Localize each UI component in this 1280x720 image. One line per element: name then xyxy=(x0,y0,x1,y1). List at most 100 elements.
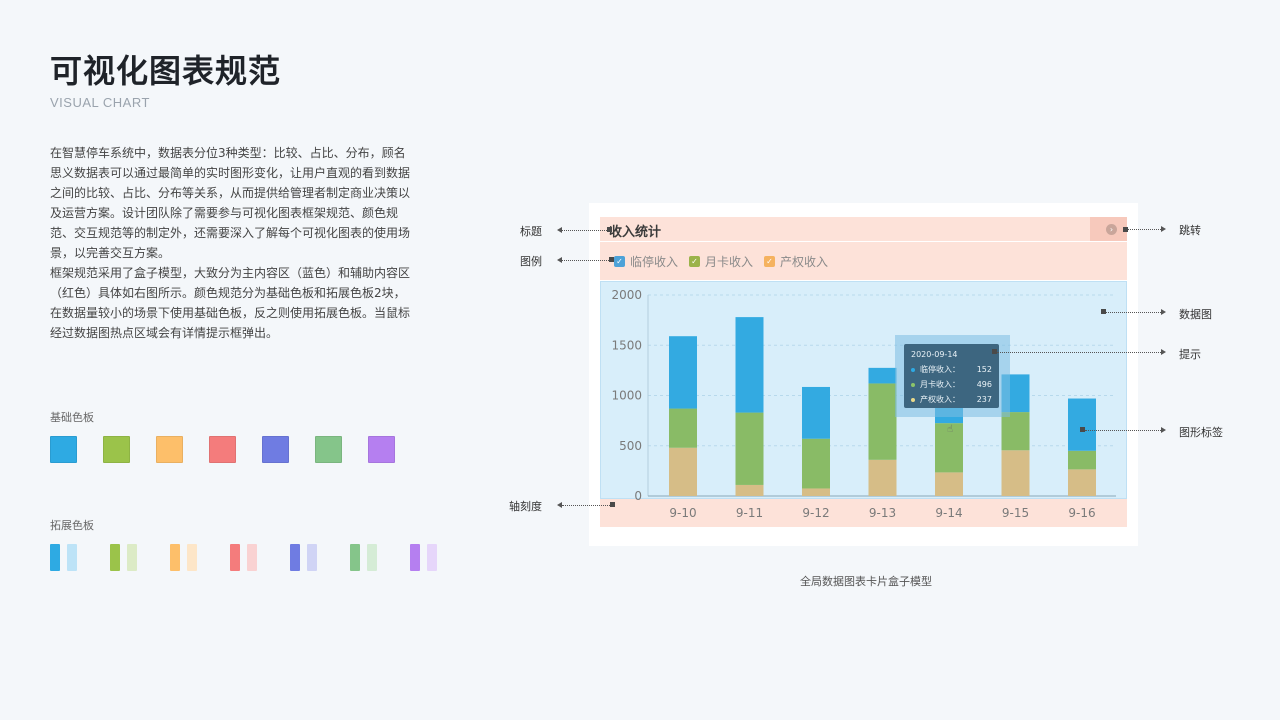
tooltip-row-value: 152 xyxy=(976,365,992,374)
annotation-marker xyxy=(607,227,612,232)
bar-segment xyxy=(1068,398,1096,451)
description: 在智慧停车系统中，数据表分位3种类型：比较、占比、分布，顾名思义数据表可以通过最… xyxy=(50,143,415,343)
extended-swatch-light xyxy=(187,544,197,571)
tooltip-row: 产权收入： 237 xyxy=(911,394,992,405)
bar-segment xyxy=(735,317,764,413)
tooltip-date: 2020-09-14 xyxy=(911,350,958,359)
checkbox-checked-icon[interactable]: ✓ xyxy=(764,256,775,267)
tooltip-row-value: 237 xyxy=(976,395,992,404)
bar-segment xyxy=(1001,412,1030,451)
extended-swatch-pair-7 xyxy=(410,544,444,571)
annotation-line xyxy=(997,352,1161,353)
title-bar-aux-area xyxy=(600,217,1127,241)
arrow-left-icon xyxy=(557,257,562,263)
tooltip-row-name: 临停收入： xyxy=(920,365,960,374)
bar-segment xyxy=(1068,450,1096,470)
basic-palette-label: 基础色板 xyxy=(50,411,94,424)
hand-cursor-icon: ☝ xyxy=(947,424,954,435)
annotation-axis: 轴刻度 xyxy=(509,500,542,513)
annotation-line xyxy=(1128,229,1161,230)
bar-segment xyxy=(1068,469,1096,496)
annotation-line xyxy=(1085,430,1161,431)
bar-segment xyxy=(935,472,963,496)
extended-swatch-base xyxy=(50,544,60,571)
description-paragraph-1: 在智慧停车系统中，数据表分位3种类型：比较、占比、分布，顾名思义数据表可以通过最… xyxy=(50,146,411,260)
page-title: 可视化图表规范 xyxy=(50,52,282,90)
annotation-data-chart: 数据图 xyxy=(1179,308,1212,321)
extended-swatch-base xyxy=(170,544,180,571)
series-dot-icon xyxy=(911,397,915,402)
bar-chart: 0 500 1000 1500 2000 9-10 9-11 9-12 9-13 9-14 9-15… xyxy=(611,288,1116,520)
extended-swatch-light xyxy=(67,544,77,571)
tooltip-row-name: 月卡收入： xyxy=(920,380,960,389)
y-tick-label: 500 xyxy=(619,439,642,453)
legend-aux-area xyxy=(600,242,1127,280)
bar-segment xyxy=(868,367,897,384)
extended-swatch-pair-1 xyxy=(50,544,84,571)
extended-swatch-base xyxy=(110,544,120,571)
bar-segment xyxy=(935,423,963,473)
tooltip-row: 临停收入： 152 xyxy=(911,364,992,375)
x-tick-label: 9-10 xyxy=(669,506,696,520)
bar-segment xyxy=(669,408,697,448)
legend-label: 月卡收入 xyxy=(705,255,754,269)
extended-palette xyxy=(50,544,470,571)
legend-item-monthly[interactable]: ✓ 月卡收入 xyxy=(689,253,753,270)
basic-swatch-6 xyxy=(315,436,342,463)
x-tick-label: 9-15 xyxy=(1002,506,1029,520)
extended-swatch-base xyxy=(410,544,420,571)
bar-segment xyxy=(1001,450,1030,496)
arrow-right-icon xyxy=(1161,427,1166,433)
bar-segment xyxy=(669,336,697,409)
annotation-marker xyxy=(609,257,614,262)
extended-swatch-base xyxy=(230,544,240,571)
legend-item-linting[interactable]: ✓ 临停收入 xyxy=(614,253,678,270)
tooltip-row: 月卡收入： 496 xyxy=(911,379,992,390)
annotation-jump: 跳转 xyxy=(1179,224,1201,237)
annotation-line xyxy=(562,260,609,261)
page-subtitle: VISUAL CHART xyxy=(50,95,150,110)
arrow-left-icon xyxy=(557,227,562,233)
y-tick-label: 1000 xyxy=(611,389,642,403)
bar-segment xyxy=(802,488,830,496)
basic-swatch-7 xyxy=(368,436,395,463)
legend-item-property[interactable]: ✓ 产权收入 xyxy=(764,253,828,270)
extended-swatch-base xyxy=(290,544,300,571)
checkbox-checked-icon[interactable]: ✓ xyxy=(614,256,625,267)
x-tick-label: 9-11 xyxy=(736,506,763,520)
extended-swatch-pair-2 xyxy=(110,544,144,571)
y-tick-label: 0 xyxy=(634,489,642,503)
description-paragraph-2: 框架规范采用了盒子模型，大致分为主内容区（蓝色）和辅助内容区（红色）具体如右图所… xyxy=(50,266,411,340)
annotation-line xyxy=(562,230,607,231)
basic-palette xyxy=(50,436,421,463)
legend-label: 产权收入 xyxy=(780,255,829,269)
arrow-right-icon xyxy=(1161,309,1166,315)
tooltip: 2020-09-14 临停收入： 152 月卡收入： 496 产权收入： 237 xyxy=(904,344,999,408)
bar-segment xyxy=(802,438,830,489)
extended-swatch-light xyxy=(127,544,137,571)
xaxis-aux-area xyxy=(600,499,1127,527)
x-tick-label: 9-16 xyxy=(1068,506,1095,520)
tooltip-row-name: 产权收入： xyxy=(920,395,960,404)
annotation-marker xyxy=(1101,309,1106,314)
annotation-tip: 提示 xyxy=(1179,348,1201,361)
bar-segment xyxy=(735,484,764,496)
x-tick-label: 9-13 xyxy=(869,506,896,520)
checkbox-checked-icon[interactable]: ✓ xyxy=(689,256,700,267)
bar-segment xyxy=(669,447,697,496)
extended-swatch-light xyxy=(247,544,257,571)
chart-caption: 全局数据图表卡片盒子模型 xyxy=(800,575,932,588)
x-tick-label: 9-12 xyxy=(802,506,829,520)
extended-swatch-light xyxy=(367,544,377,571)
bar-segment xyxy=(735,412,764,485)
annotation-line xyxy=(1106,312,1161,313)
chevron-right-icon[interactable]: › xyxy=(1106,224,1117,235)
extended-swatch-pair-6 xyxy=(350,544,384,571)
series-dot-icon xyxy=(911,367,915,372)
legend-label: 临停收入 xyxy=(630,255,679,269)
extended-swatch-pair-5 xyxy=(290,544,324,571)
x-tick-label: 9-14 xyxy=(935,506,962,520)
basic-swatch-5 xyxy=(262,436,289,463)
annotation-marker xyxy=(1080,427,1085,432)
y-tick-label: 2000 xyxy=(611,288,642,302)
